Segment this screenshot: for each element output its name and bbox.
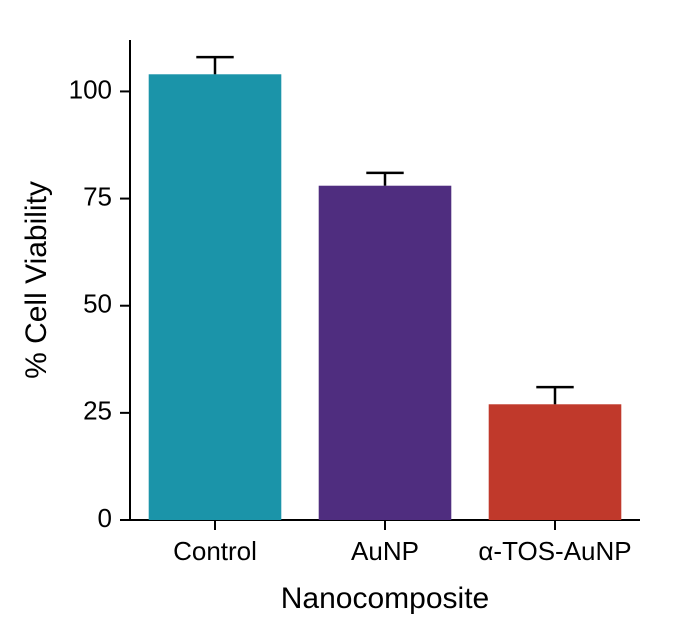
bar [149, 74, 282, 520]
chart-svg: 0 25 50 75 100 % Cell Viability Control AuNP α-T… [0, 0, 677, 638]
y-tick-label: 50 [83, 289, 112, 319]
bar [489, 404, 622, 520]
x-tick-label: α-TOS-AuNP [478, 536, 631, 566]
y-tick-label: 75 [83, 181, 112, 211]
x-tick-label: Control [173, 536, 257, 566]
x-tick-label: AuNP [351, 536, 419, 566]
viability-bar-chart: 0 25 50 75 100 % Cell Viability Control AuNP α-T… [0, 0, 677, 638]
x-axis-label: Nanocomposite [281, 582, 489, 615]
y-tick-label: 0 [98, 503, 112, 533]
y-tick-label: 100 [69, 74, 112, 104]
bar [319, 186, 452, 520]
y-tick-label: 25 [83, 396, 112, 426]
y-axis-label: % Cell Viability [20, 181, 53, 379]
